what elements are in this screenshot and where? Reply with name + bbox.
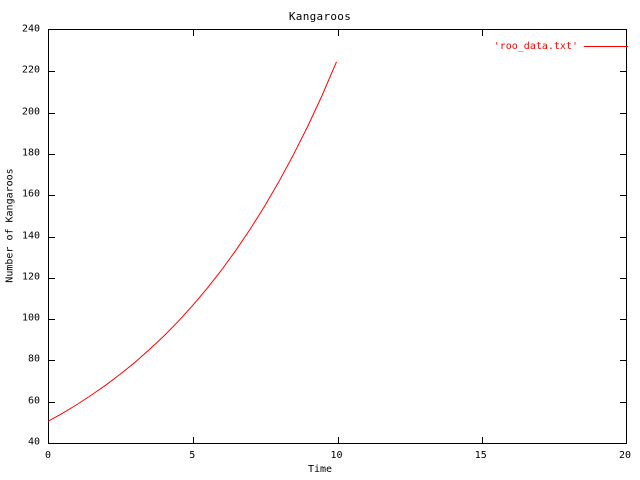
x-axis-tick-label: 5 [189, 450, 196, 461]
y-axis-tick [49, 277, 55, 279]
y-axis-tick [49, 195, 55, 197]
legend: 'roo_data.txt' [494, 41, 628, 52]
y-axis-tick [620, 236, 626, 238]
x-axis-tick [193, 30, 195, 36]
y-axis-tick [620, 401, 626, 403]
x-axis-tick [193, 437, 195, 443]
y-axis-tick [49, 360, 55, 362]
y-axis-tick [49, 319, 55, 321]
legend-line-sample [584, 46, 628, 47]
x-axis-title: Time [307, 464, 333, 475]
y-axis-tick [49, 112, 55, 114]
y-axis-title: Number of Kangaroos [4, 168, 16, 283]
y-axis-tick [49, 71, 55, 73]
y-axis-tick [620, 112, 626, 114]
page-title: Kangaroos [288, 10, 352, 23]
x-axis-tick-label: 0 [44, 450, 52, 461]
y-axis-tick [620, 153, 626, 155]
y-axis-tick [49, 153, 55, 155]
plot-frame [48, 29, 627, 444]
x-axis-tick [481, 30, 483, 36]
legend-entry-label: 'roo_data.txt' [493, 41, 578, 52]
y-axis-tick [49, 236, 55, 238]
y-axis-tick-label: 200 [21, 106, 40, 118]
y-axis-tick [620, 71, 626, 73]
y-axis-tick-label: 220 [21, 64, 40, 76]
x-axis-tick-label: 20 [618, 450, 632, 461]
x-axis-tick [337, 437, 339, 443]
x-axis-tick [481, 437, 483, 443]
y-axis-tick [620, 277, 626, 279]
y-axis-tick [620, 319, 626, 321]
y-axis-tick-label: 240 [21, 23, 40, 35]
x-axis-tick [337, 30, 339, 36]
x-axis-tick-label: 15 [474, 450, 487, 461]
y-axis-tick [620, 360, 626, 362]
y-axis-tick-label: 40 [27, 436, 40, 448]
y-axis-tick [49, 401, 55, 403]
x-axis-tick-label: 10 [330, 450, 343, 461]
y-axis-tick-label: 80 [27, 353, 40, 365]
y-axis-tick-label: 60 [27, 395, 40, 407]
y-axis-tick [620, 195, 626, 197]
